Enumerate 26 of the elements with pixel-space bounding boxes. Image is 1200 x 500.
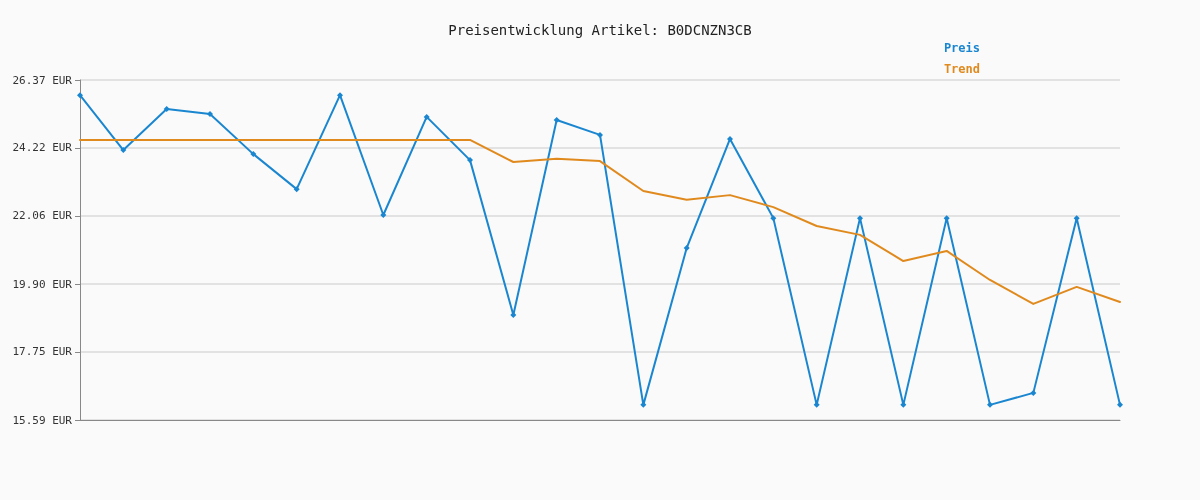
- point: [207, 111, 213, 118]
- y-tick-label: 17.75 EUR: [12, 345, 73, 359]
- point: [250, 151, 257, 158]
- point: [293, 186, 300, 193]
- point: [683, 245, 690, 252]
- line-series: [79, 138, 1121, 305]
- text: Trend: [943, 62, 980, 76]
- point: [1117, 401, 1123, 408]
- point: [423, 113, 430, 120]
- y-tick-label: 15.59 EUR: [12, 413, 73, 427]
- point: [597, 131, 603, 138]
- point: [77, 92, 83, 99]
- y-tick-label: 24.22 EUR: [12, 141, 73, 155]
- point: [553, 117, 560, 124]
- y-tick-label: 26.37 EUR: [12, 73, 73, 87]
- point: [1030, 389, 1037, 396]
- chart-title: Preisentwicklung Artikel: B0DCNZN3CB: [448, 22, 752, 38]
- point: [120, 147, 127, 154]
- point: [467, 157, 473, 164]
- point: [727, 135, 733, 142]
- text: Preis: [943, 41, 980, 55]
- point: [987, 401, 993, 408]
- y-tick-label: 22.06 EUR: [12, 209, 73, 223]
- y-tick-label: 19.90 EUR: [12, 277, 73, 291]
- point: [163, 106, 170, 113]
- point: [770, 215, 777, 222]
